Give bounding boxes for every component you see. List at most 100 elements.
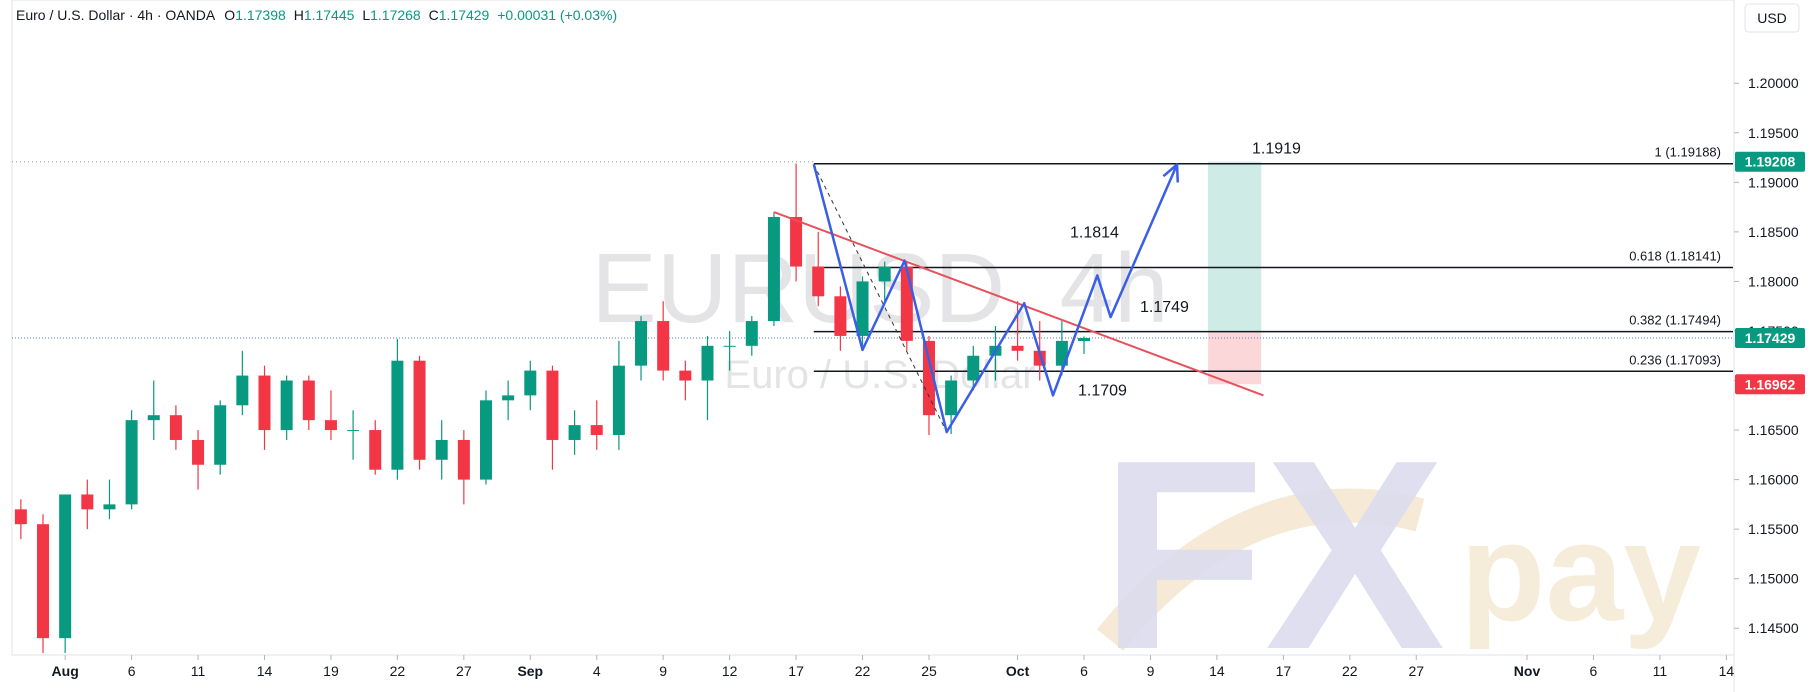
price-badge (1735, 328, 1805, 349)
x-tick-label: 14 (257, 663, 273, 679)
header-low: 1.17268 (370, 7, 421, 23)
logo-arc (1096, 488, 1425, 651)
price-badge-label: 1.16962 (1745, 376, 1796, 392)
y-tick-label: 1.15000 (1748, 571, 1799, 587)
x-tick-label: 4 (593, 663, 601, 679)
candle-body (502, 395, 515, 401)
candle-body (147, 415, 160, 421)
candle-body (391, 360, 404, 470)
header-l-label: L (362, 7, 370, 23)
position-loss (1208, 331, 1262, 385)
candle-body (125, 420, 138, 505)
x-tick-label: 12 (722, 663, 738, 679)
candle-body (1078, 338, 1091, 342)
candle-body (834, 296, 847, 336)
x-tick-label: 9 (659, 663, 667, 679)
x-tick-label: 17 (788, 663, 804, 679)
candle-body (878, 266, 891, 282)
candle-body (590, 425, 603, 436)
y-tick-label: 1.20000 (1748, 75, 1799, 91)
header-close: 1.17429 (439, 7, 490, 23)
y-tick-label: 1.18000 (1748, 273, 1799, 289)
candle-body (945, 380, 958, 416)
header-change: +0.00031 (+0.03%) (497, 7, 617, 23)
y-tick-label: 1.18500 (1748, 224, 1799, 240)
candle-body (214, 405, 227, 465)
candle-body (900, 266, 913, 341)
x-tick-label: 14 (1209, 663, 1225, 679)
x-tick-label: 11 (191, 663, 206, 679)
annotation-label: 1.1749 (1140, 299, 1189, 316)
fib-label: 0.618 (1.18141) (1629, 248, 1721, 263)
header-high: 1.17445 (304, 7, 355, 23)
header: Euro / U.S. Dollar · 4h · OANDA O1.17398… (16, 7, 617, 23)
candle-body (479, 400, 492, 480)
x-tick-label: 25 (921, 663, 937, 679)
candle-body (767, 217, 780, 322)
x-tick-label: 9 (1147, 663, 1155, 679)
y-tick-label: 1.14500 (1748, 620, 1799, 636)
x-tick-label: 17 (1276, 663, 1292, 679)
candle-body (612, 365, 625, 436)
candle-body (81, 494, 94, 510)
y-tick-label: 1.16500 (1748, 422, 1799, 438)
candle-body (790, 217, 803, 267)
candle-body (369, 430, 382, 470)
candle-body (1011, 345, 1024, 351)
y-tick-label: 1.19500 (1748, 125, 1799, 141)
candle-body (1055, 340, 1068, 366)
projection-path (812, 163, 1179, 434)
header-title: Euro / U.S. Dollar · 4h · OANDA (16, 7, 216, 23)
candle-body (192, 439, 205, 465)
price-badge (1735, 374, 1805, 395)
candle-body (280, 380, 293, 431)
currency-button[interactable] (1744, 3, 1800, 33)
currency-label[interactable]: USD (1757, 10, 1787, 26)
plot: 1.14500 1.15000 1.15500 1.16000 1.16500 1.170… (12, 75, 1805, 679)
logo-fx: FX (1100, 405, 1446, 692)
candle-body (302, 380, 315, 421)
trendline (773, 211, 1264, 397)
price-badge-label: 1.17429 (1745, 330, 1796, 346)
fib-label: 0.236 (1.17093) (1629, 352, 1721, 367)
x-tick-label: Sep (517, 663, 543, 679)
candle-body (657, 321, 670, 371)
x-tick-label: 22 (855, 663, 871, 679)
header-o-label: O (224, 7, 235, 23)
x-tick-label: 14 (1719, 663, 1735, 679)
x-tick-label: 22 (390, 663, 406, 679)
candle-body (568, 425, 581, 440)
header-c-label: C (429, 7, 439, 23)
price-badge (1735, 151, 1805, 172)
header-h-label: H (294, 7, 304, 23)
projection-arrowhead (1162, 163, 1180, 183)
candle-body (37, 524, 50, 639)
x-tick-label: 19 (323, 663, 339, 679)
candle-body (524, 370, 537, 396)
x-tick-label: 22 (1342, 663, 1358, 679)
x-tick-label: 6 (1080, 663, 1088, 679)
x-tick-label: 6 (1590, 663, 1598, 679)
y-tick-label: 1.15500 (1748, 521, 1799, 537)
candle-body (457, 439, 470, 480)
fib-label: 0.382 (1.17494) (1629, 313, 1721, 328)
candle-body (59, 494, 72, 639)
candle-body (169, 415, 182, 440)
candle-body (856, 281, 869, 336)
annotation-label: 1.1709 (1078, 383, 1127, 400)
y-tick-label: 1.19000 (1748, 174, 1799, 190)
x-tick-label: Aug (52, 663, 79, 679)
candle-body (258, 375, 271, 431)
candle-body (14, 509, 27, 525)
x-tick-label: 6 (128, 663, 136, 679)
fib-diagonal (813, 164, 948, 433)
candle-body (435, 439, 448, 460)
logo-pay: pay (1460, 493, 1701, 650)
logo: FX pay (1096, 405, 1701, 692)
candle-body (679, 370, 692, 381)
candle-body (546, 370, 559, 440)
fib-label: 1 (1.19188) (1655, 145, 1722, 160)
header-open: 1.17398 (235, 7, 286, 23)
